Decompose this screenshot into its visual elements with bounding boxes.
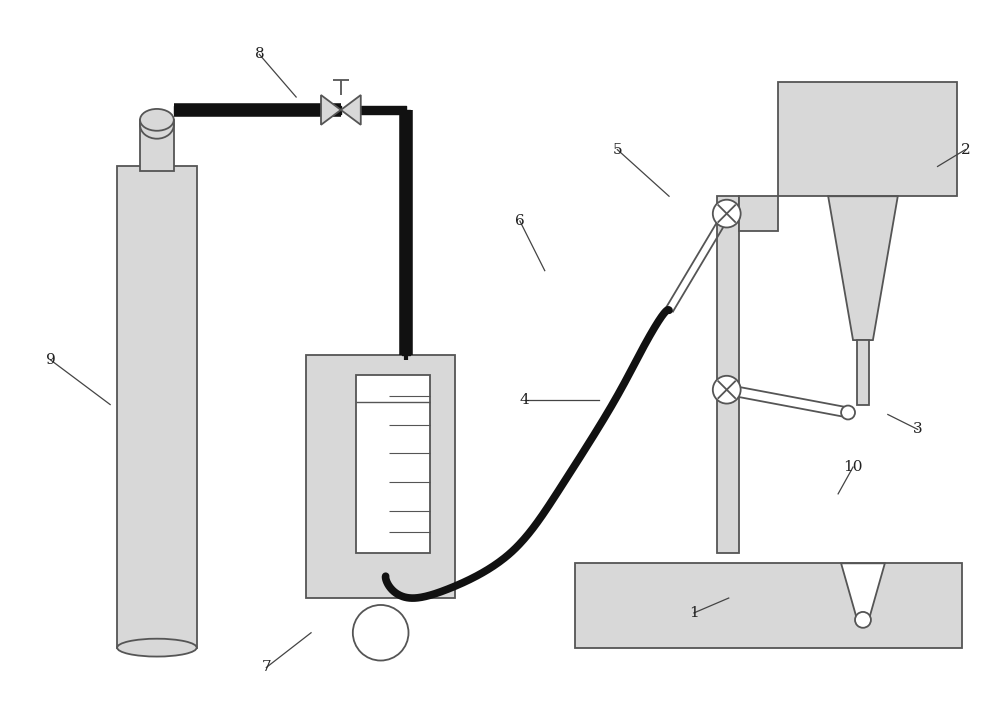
Bar — [778, 82, 957, 197]
Bar — [717, 197, 739, 553]
Bar — [739, 197, 778, 231]
Bar — [575, 563, 962, 648]
Text: 9: 9 — [46, 353, 55, 367]
Circle shape — [855, 612, 871, 628]
Text: 6: 6 — [515, 214, 525, 228]
Bar — [857, 340, 869, 404]
Polygon shape — [341, 95, 361, 125]
Polygon shape — [321, 95, 341, 125]
Circle shape — [713, 199, 741, 227]
Text: 10: 10 — [843, 460, 863, 474]
Text: 4: 4 — [520, 392, 530, 406]
Bar — [306, 355, 455, 598]
Bar — [356, 375, 430, 553]
Ellipse shape — [140, 109, 174, 131]
Text: 1: 1 — [689, 606, 699, 620]
Text: 7: 7 — [261, 661, 271, 675]
Bar — [117, 166, 197, 648]
Polygon shape — [828, 197, 898, 340]
Circle shape — [841, 406, 855, 420]
Bar — [140, 120, 174, 171]
Text: 3: 3 — [913, 423, 922, 437]
Ellipse shape — [140, 111, 174, 139]
Circle shape — [713, 376, 741, 404]
Text: 2: 2 — [961, 143, 970, 157]
Text: 8: 8 — [255, 47, 264, 61]
Text: 5: 5 — [613, 143, 622, 157]
Ellipse shape — [117, 639, 197, 656]
Circle shape — [353, 605, 409, 661]
Polygon shape — [841, 563, 885, 623]
